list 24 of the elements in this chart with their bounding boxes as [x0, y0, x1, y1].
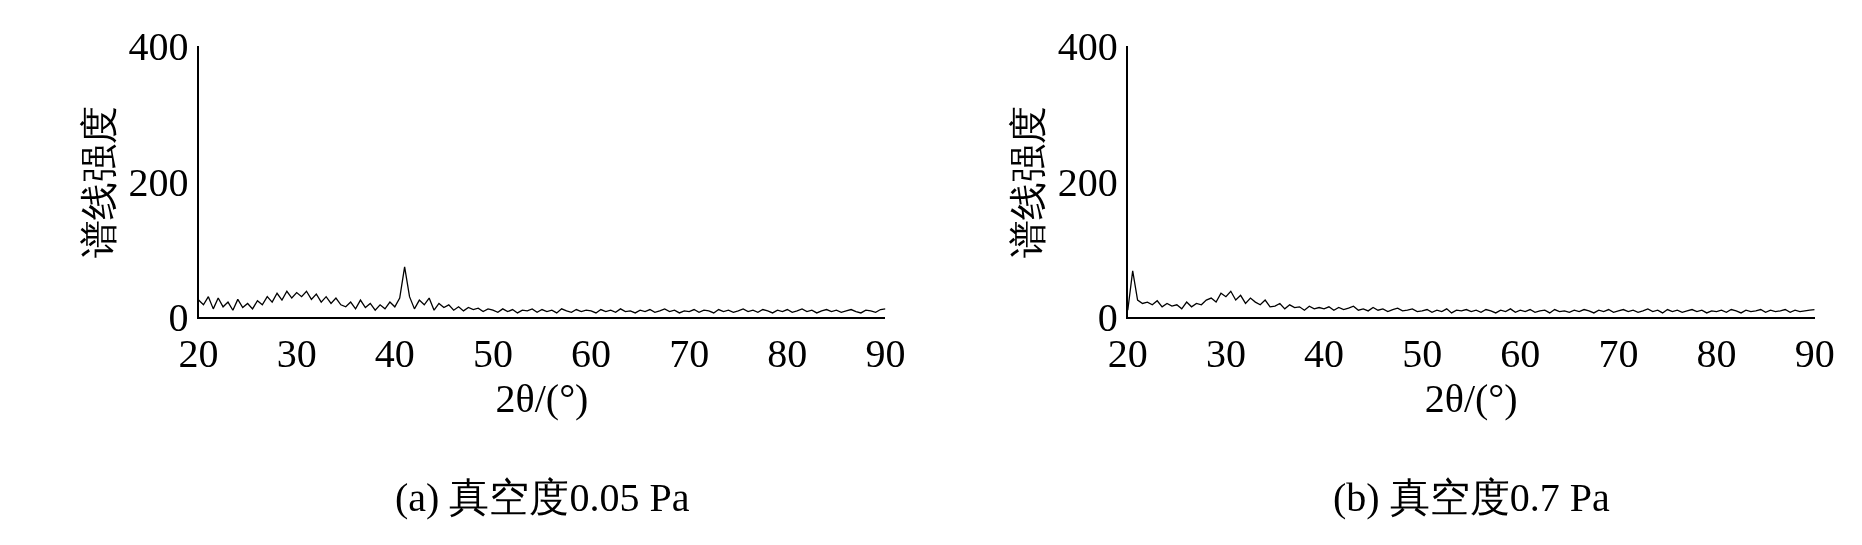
y-tick-label: 400 [1057, 24, 1118, 69]
x-tick-label: 60 [1500, 331, 1541, 376]
x-tick-label: 30 [276, 331, 317, 376]
x-axis-title: 2θ/(°) [495, 376, 589, 421]
x-tick-label: 70 [669, 331, 710, 376]
x-tick-label: 30 [1205, 331, 1246, 376]
x-tick-label: 50 [1402, 331, 1443, 376]
text: (a) 真空度0.05 Pa [395, 475, 690, 520]
x-axis-title: 2θ/(°) [1424, 376, 1518, 421]
y-axis-title: 谱线强度 [1007, 105, 1050, 258]
x-tick-label: 60 [571, 331, 612, 376]
x-tick-label: 70 [1598, 331, 1639, 376]
y-tick-label: 200 [1057, 159, 1118, 205]
x-tick-label: 80 [767, 331, 808, 376]
text: (b) 真空度0.7 Pa [1333, 475, 1610, 520]
x-tick-label: 50 [472, 331, 513, 376]
y-tick-label: 400 [128, 24, 189, 69]
x-tick-label: 80 [1696, 331, 1737, 376]
y-axis-title: 谱线强度 [78, 105, 121, 258]
x-tick-label: 90 [865, 331, 906, 376]
x-tick-label: 90 [1794, 331, 1835, 376]
y-tick-label: 200 [128, 159, 189, 205]
x-tick-label: 40 [374, 331, 415, 376]
x-tick-label: 40 [1304, 331, 1345, 376]
